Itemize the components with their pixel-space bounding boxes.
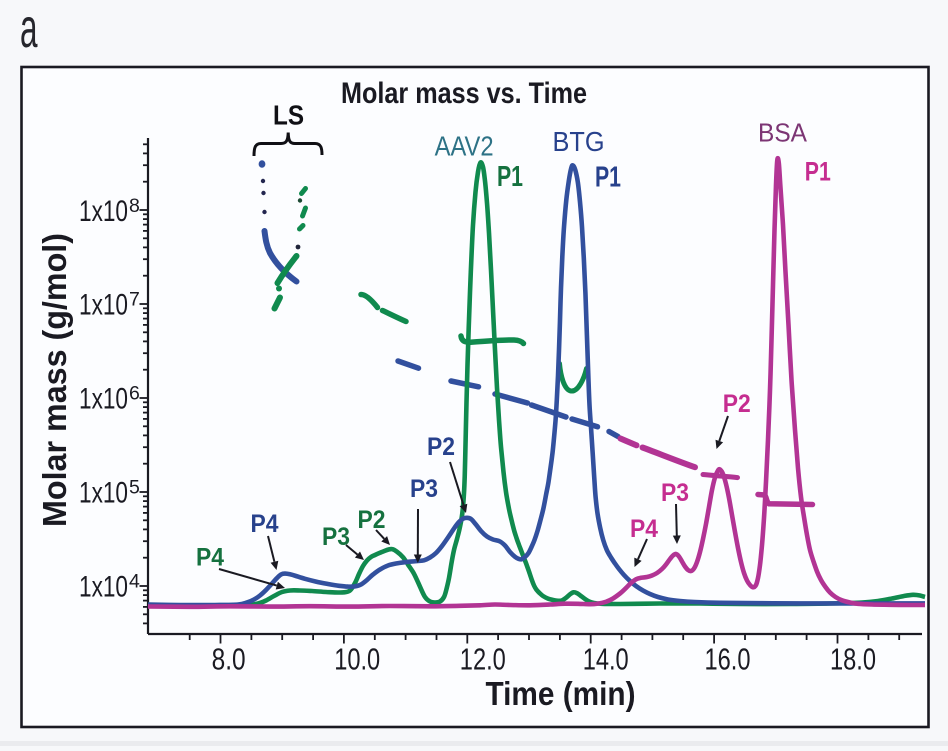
svg-text:7: 7: [129, 289, 140, 311]
svg-text:1x10: 1x10: [79, 289, 128, 322]
svg-text:14.0: 14.0: [583, 642, 629, 677]
svg-text:1x10: 1x10: [79, 571, 128, 604]
svg-text:P3: P3: [661, 479, 689, 507]
svg-text:1x10: 1x10: [79, 383, 128, 416]
svg-text:BSA: BSA: [758, 120, 807, 148]
svg-text:P1: P1: [805, 157, 831, 187]
svg-text:P1: P1: [497, 161, 523, 193]
svg-text:P3: P3: [410, 475, 438, 503]
svg-text:a: a: [20, 0, 38, 59]
svg-text:8.0: 8.0: [212, 642, 246, 677]
svg-text:P4: P4: [251, 510, 279, 538]
svg-text:Molar mass vs. Time: Molar mass vs. Time: [341, 77, 587, 110]
svg-text:18.0: 18.0: [830, 642, 876, 677]
svg-text:P4: P4: [630, 515, 658, 543]
svg-text:10.0: 10.0: [334, 642, 380, 677]
svg-text:P2: P2: [427, 433, 455, 461]
svg-text:4: 4: [129, 571, 140, 593]
svg-text:P2: P2: [723, 390, 751, 418]
svg-text:16.0: 16.0: [705, 642, 751, 677]
svg-text:BTG: BTG: [553, 126, 605, 157]
svg-text:P4: P4: [196, 544, 224, 572]
svg-text:8: 8: [129, 195, 140, 217]
svg-text:5: 5: [129, 477, 140, 499]
svg-text:LS: LS: [273, 100, 304, 131]
svg-text:P3: P3: [322, 523, 350, 551]
svg-text:6: 6: [129, 383, 140, 405]
svg-text:Molar mass (g/mol): Molar mass (g/mol): [36, 233, 73, 527]
svg-text:1x10: 1x10: [79, 477, 128, 510]
svg-text:Time (min): Time (min): [486, 675, 636, 712]
svg-text:1x10: 1x10: [79, 195, 128, 228]
svg-text:12.0: 12.0: [460, 642, 506, 677]
svg-text:AAV2: AAV2: [435, 131, 494, 162]
svg-text:P2: P2: [358, 506, 386, 534]
svg-text:P1: P1: [595, 162, 621, 194]
